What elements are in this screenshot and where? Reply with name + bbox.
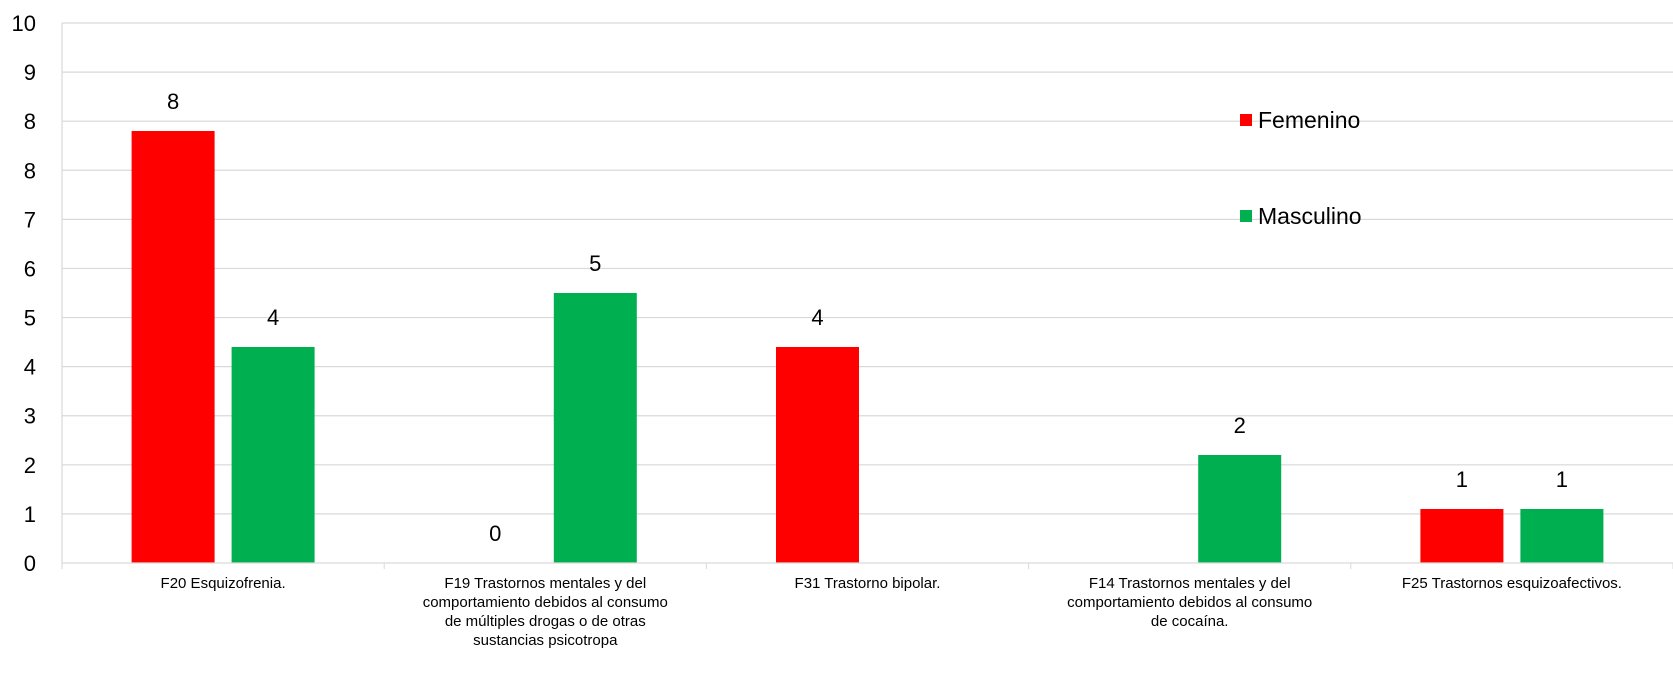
y-tick-label: 5	[24, 306, 36, 331]
y-tick-label: 1	[24, 502, 36, 527]
y-tick-label: 9	[24, 60, 36, 85]
y-tick-label: 3	[24, 404, 36, 429]
x-tick-label: F25 Trastornos esquizoafectivos.	[1402, 575, 1622, 592]
bar-masculino	[553, 293, 637, 563]
y-tick-label: 4	[24, 355, 36, 380]
bar-femenino	[1420, 509, 1504, 563]
data-label: 8	[167, 89, 179, 114]
legend-label-masculino: Masculino	[1258, 203, 1362, 229]
x-tick-label: F19 Trastornos mentales y del comportamie…	[423, 575, 668, 649]
x-tick-label-line: de cocaína.	[1151, 613, 1229, 630]
data-label: 4	[267, 305, 279, 330]
x-tick-label-line: de múltiples drogas o de otras	[445, 613, 646, 630]
bar-femenino	[131, 131, 215, 563]
y-tick-label: 10	[12, 11, 36, 36]
y-tick-label: 6	[24, 256, 36, 281]
bar-masculino	[1520, 509, 1604, 563]
y-tick-label: 8	[24, 158, 36, 183]
x-tick-label-line: F19 Trastornos mentales y del	[444, 575, 646, 592]
y-tick-label: 7	[24, 207, 36, 232]
data-label: 0	[489, 521, 501, 546]
legend-label-femenino: Femenino	[1258, 107, 1360, 133]
data-label: 2	[1234, 413, 1246, 438]
x-tick-label-line: F14 Trastornos mentales y del	[1089, 575, 1291, 592]
y-tick-label: 8	[24, 109, 36, 134]
x-tick-label-line: F25 Trastornos esquizoafectivos.	[1402, 575, 1622, 592]
y-tick-label: 2	[24, 453, 36, 478]
legend-swatch-femenino	[1240, 114, 1252, 126]
x-tick-label-line: comportamiento debidos al consumo	[423, 594, 668, 611]
x-tick-label: F20 Esquizofrenia.	[161, 575, 286, 592]
x-tick-label-line: F20 Esquizofrenia.	[161, 575, 286, 592]
x-tick-label: F31 Trastorno bipolar.	[795, 575, 941, 592]
x-tick-label-line: sustancias psicotropa	[473, 632, 618, 649]
data-label: 5	[589, 251, 601, 276]
data-label: 1	[1556, 467, 1568, 492]
data-label: 4	[811, 305, 823, 330]
legend-swatch-masculino	[1240, 210, 1252, 222]
bar-masculino	[231, 347, 315, 563]
y-tick-label: 0	[24, 551, 36, 576]
x-tick-label: F14 Trastornos mentales y del comportamie…	[1067, 575, 1312, 630]
x-tick-label-line: comportamiento debidos al consumo	[1067, 594, 1312, 611]
bar-masculino	[1198, 455, 1282, 563]
data-label: 1	[1456, 467, 1468, 492]
x-tick-label-line: F31 Trastorno bipolar.	[795, 575, 941, 592]
bar-femenino	[776, 347, 859, 563]
